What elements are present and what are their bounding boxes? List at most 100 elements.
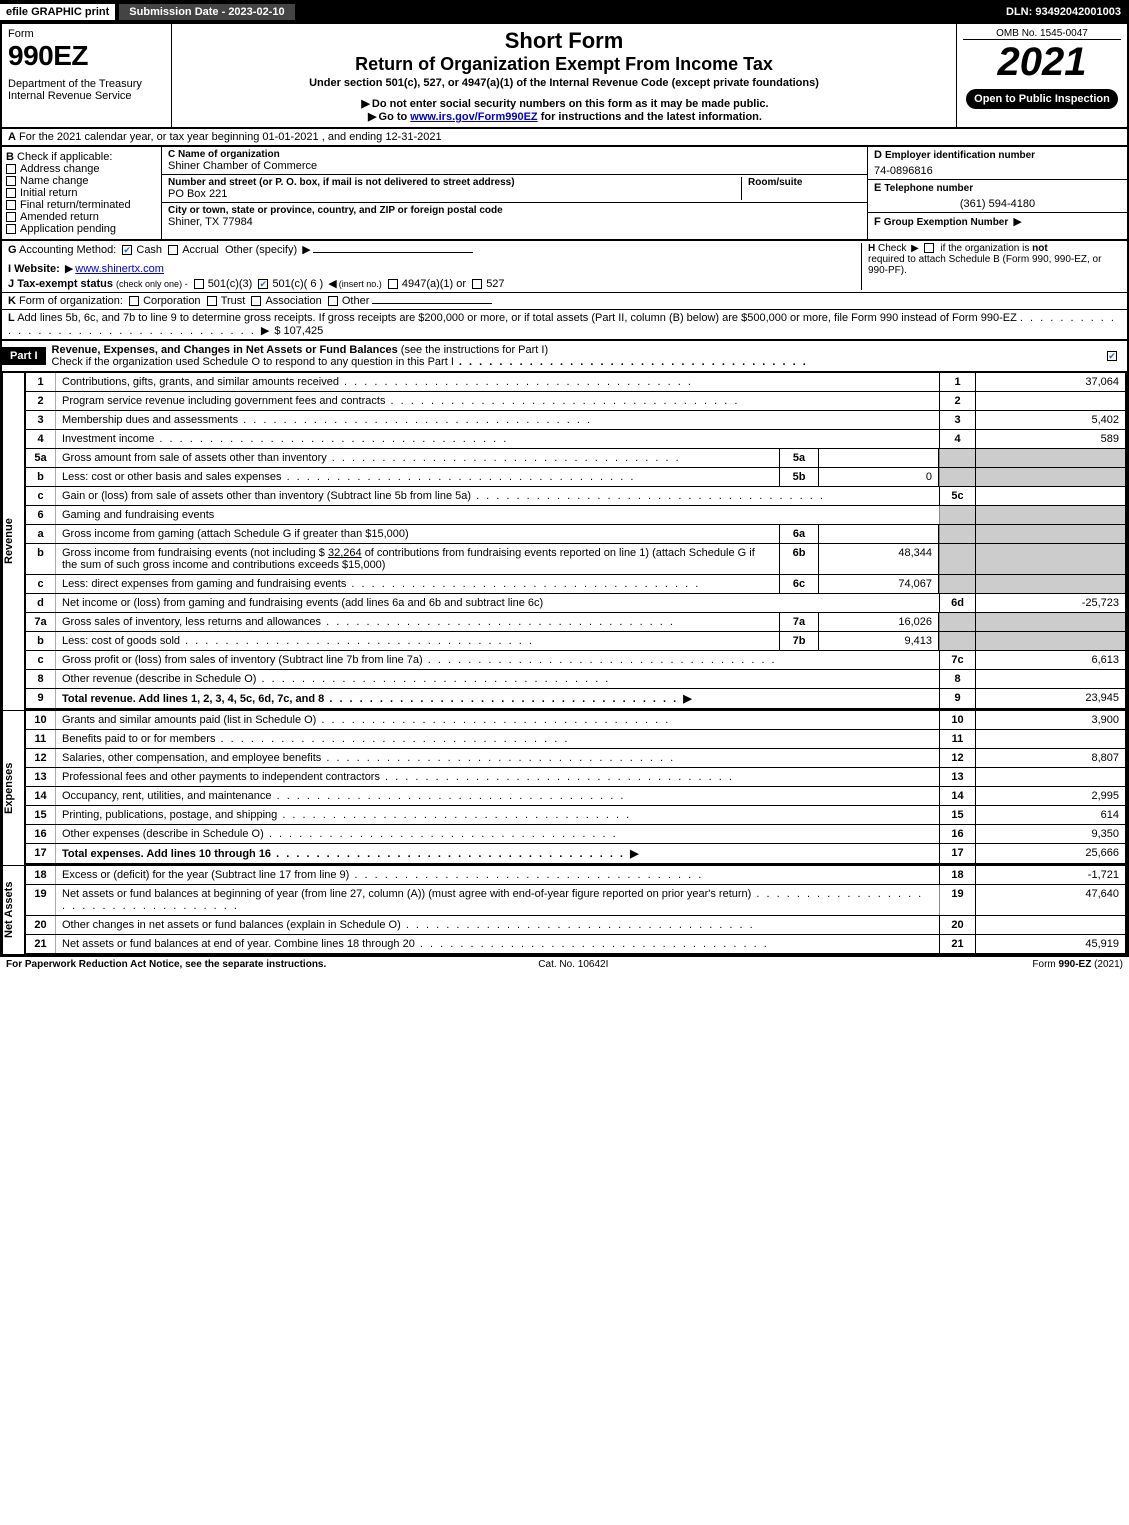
section-DEF: D Employer identification number 74-0896… [867,147,1127,239]
opt-other-org: Other [342,295,370,307]
line-18-text: Excess or (deficit) for the year (Subtra… [62,869,349,881]
line-10-num: 10 [939,711,975,729]
chk-cash[interactable] [122,245,132,255]
org-info-block: B Check if applicable: Address change Na… [0,146,1129,241]
line-8-text: Other revenue (describe in Schedule O) [62,673,256,685]
opt-cash: Cash [136,244,162,256]
form-title: Return of Organization Exempt From Incom… [178,54,950,75]
line-6c-sub: 6c [779,575,819,593]
form-word: Form [8,28,165,40]
short-form: Short Form [178,28,950,54]
line-3-num: 3 [939,411,975,429]
line-7b-sval: 9,413 [819,632,939,650]
line-5b-sval: 0 [819,468,939,486]
line-2-val [975,392,1125,410]
line-4-num: 4 [939,430,975,448]
chk-application-pending[interactable] [6,224,16,234]
C-street-label: Number and street (or P. O. box, if mail… [168,177,741,188]
line-6a-text: Gross income from gaming (attach Schedul… [62,528,409,540]
ssn-note-text: Do not enter social security numbers on … [372,98,769,110]
part-I-badge: Part I [2,347,46,365]
K-label: Form of organization: [19,295,123,307]
chk-trust[interactable] [207,296,217,306]
line-11-num: 11 [939,730,975,748]
line-12-num: 12 [939,749,975,767]
phone-value: (361) 594-4180 [868,196,1127,213]
line-9-val: 23,945 [975,689,1125,708]
line-19-num: 19 [939,885,975,915]
ein-value: 74-0896816 [868,163,1127,180]
H-txt3: required to attach Schedule B (Form 990,… [868,254,1101,276]
line-19-text: Net assets or fund balances at beginning… [62,888,751,900]
chk-schedule-b[interactable] [924,243,934,253]
chk-name-change[interactable] [6,176,16,186]
top-bar: efile GRAPHIC print Submission Date - 20… [0,0,1129,24]
opt-final-return: Final return/terminated [20,199,131,211]
line-14-val: 2,995 [975,787,1125,805]
chk-accrual[interactable] [168,245,178,255]
line-2-num: 2 [939,392,975,410]
chk-initial-return[interactable] [6,188,16,198]
line-20-val [975,916,1125,934]
website-link[interactable]: www.shinertx.com [75,263,164,275]
opt-application-pending: Application pending [20,223,116,235]
line-11-val [975,730,1125,748]
line-12-val: 8,807 [975,749,1125,767]
line-6-text: Gaming and fundraising events [56,506,939,524]
chk-other-org[interactable] [328,296,338,306]
section-B: B Check if applicable: Address change Na… [2,147,162,239]
line-13-text: Professional fees and other payments to … [62,771,380,783]
line-6b-sub: 6b [779,544,819,574]
other-arrow-icon [300,244,312,256]
chk-association[interactable] [251,296,261,306]
line-18-val: -1,721 [975,866,1125,884]
form-number: 990EZ [8,40,165,72]
chk-amended-return[interactable] [6,212,16,222]
public-inspection-badge: Open to Public Inspection [966,89,1118,109]
L-text: Add lines 5b, 6c, and 7b to line 9 to de… [17,312,1017,324]
line-3-val: 5,402 [975,411,1125,429]
header-col-title: Short Form Return of Organization Exempt… [172,24,957,127]
line-1-val: 37,064 [975,373,1125,391]
org-city: Shiner, TX 77984 [168,216,861,228]
chk-final-return[interactable] [6,200,16,210]
chk-4947[interactable] [388,279,398,289]
section-C: C Name of organization Shiner Chamber of… [162,147,867,239]
line-5b-sub: 5b [779,468,819,486]
chk-501c[interactable] [258,279,268,289]
line-13-val [975,768,1125,786]
F-arrow-icon [1011,216,1023,228]
E-label: Telephone number [884,183,973,194]
dept-treasury: Department of the Treasury [8,78,165,90]
C-city-label: City or town, state or province, country… [168,205,861,216]
opt-name-change: Name change [20,175,89,187]
form-header: Form 990EZ Department of the Treasury In… [0,24,1129,129]
line-6b-sval: 48,344 [819,544,939,574]
netassets-sidelabel: Net Assets [2,866,24,954]
line-A-text: For the 2021 calendar year, or tax year … [19,131,442,143]
irs-link[interactable]: www.irs.gov/Form990EZ [410,111,537,123]
line-6c-text: Less: direct expenses from gaming and fu… [62,578,346,590]
opt-other-specify: Other (specify) [225,244,297,256]
line-6d-num: 6d [939,594,975,612]
room-suite-label: Room/suite [741,177,861,200]
line-5a-text: Gross amount from sale of assets other t… [62,452,327,464]
line-5a-sub: 5a [779,449,819,467]
line-5a-sval [819,449,939,467]
line-7c-num: 7c [939,651,975,669]
chk-corporation[interactable] [129,296,139,306]
line-7a-sval: 16,026 [819,613,939,631]
chk-501c3[interactable] [194,279,204,289]
line-15-num: 15 [939,806,975,824]
org-name: Shiner Chamber of Commerce [168,160,861,172]
part-I-note: (see the instructions for Part I) [401,344,548,356]
chk-address-change[interactable] [6,164,16,174]
line-21-num: 21 [939,935,975,953]
opt-address-change: Address change [20,163,100,175]
chk-schedule-o[interactable] [1107,351,1117,361]
opt-4947: 4947(a)(1) or [402,278,466,290]
goto-note: Go to www.irs.gov/Form990EZ for instruct… [178,110,950,123]
line-7b-text: Less: cost of goods sold [62,635,180,647]
line-6d-val: -25,723 [975,594,1125,612]
chk-527[interactable] [472,279,482,289]
